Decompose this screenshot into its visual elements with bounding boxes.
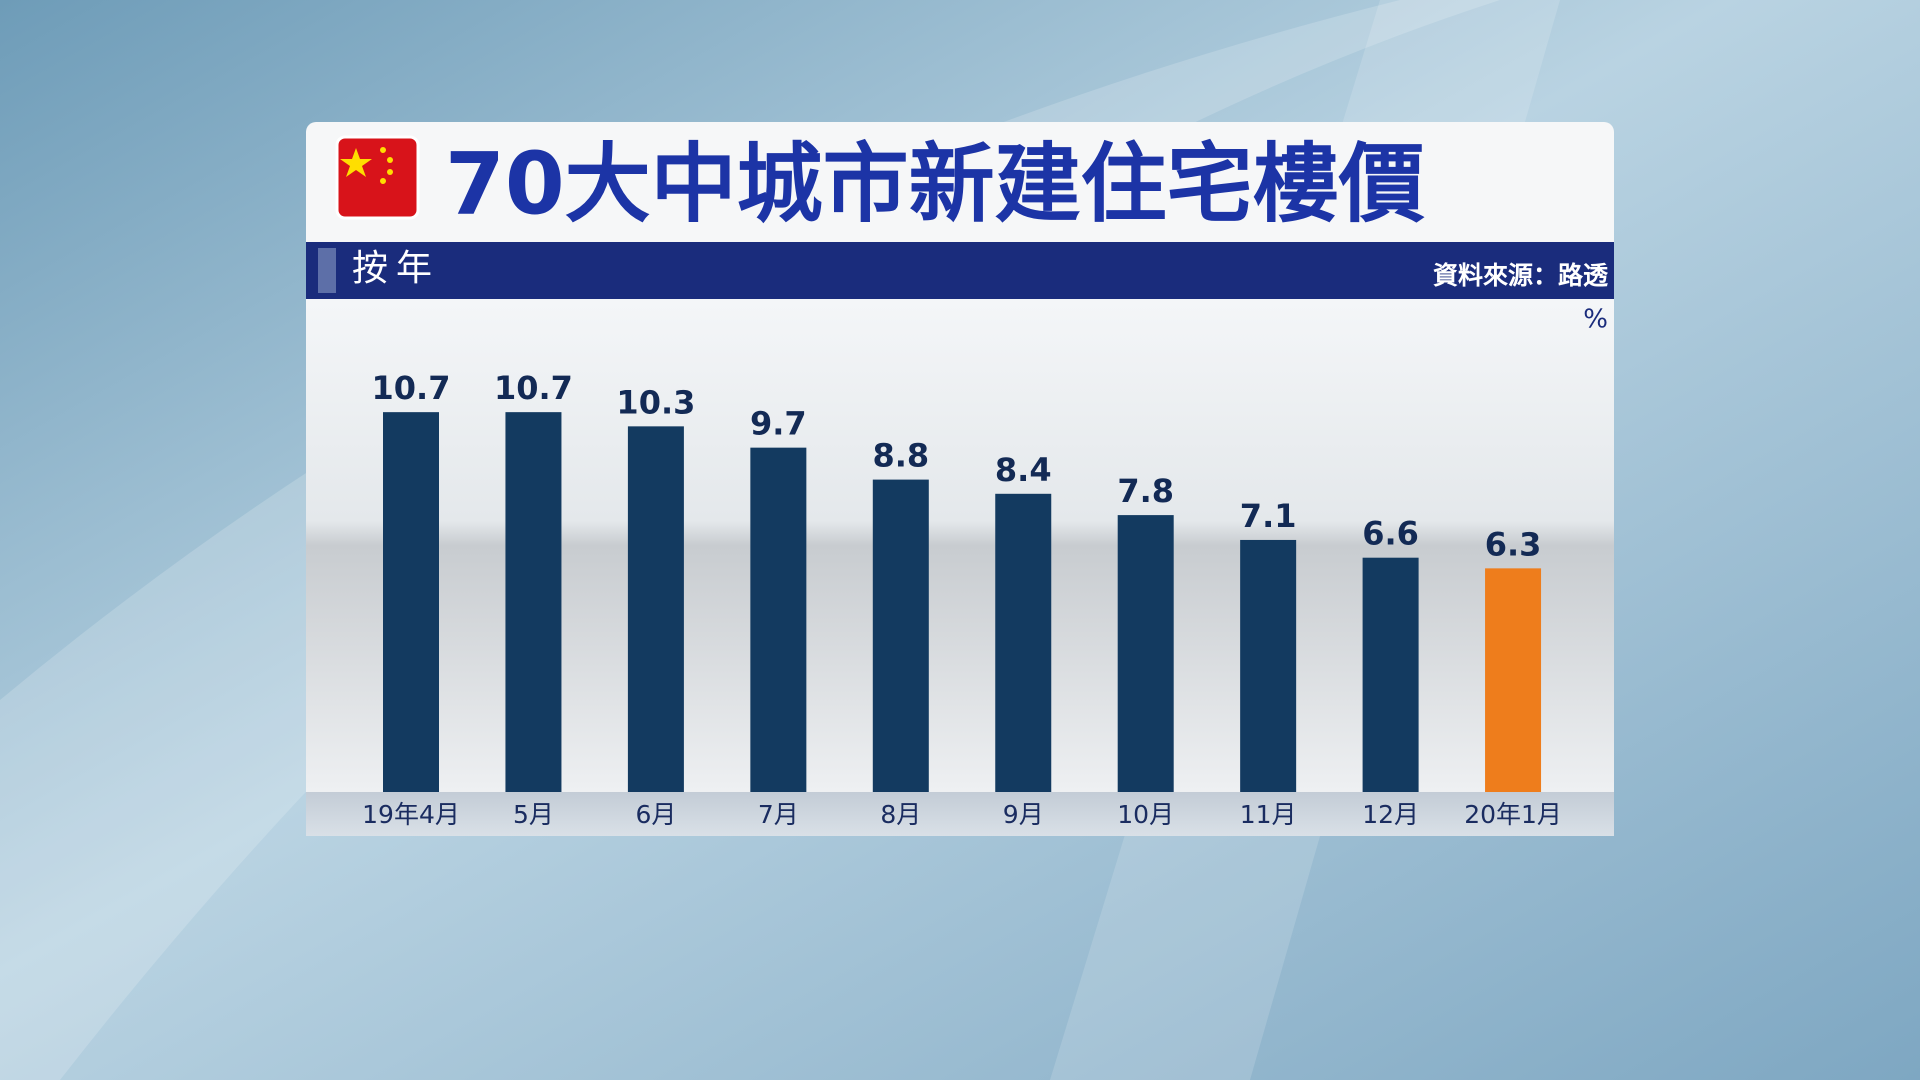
chart-title: 70大中城市新建住宅樓價 xyxy=(445,134,1425,234)
band-accent xyxy=(318,248,336,293)
value-label: 7.1 xyxy=(1240,497,1297,535)
x-tick-label: 11月 xyxy=(1240,800,1297,829)
x-tick-label: 10月 xyxy=(1117,800,1174,829)
value-label: 7.8 xyxy=(1117,472,1174,510)
x-tick-label: 6月 xyxy=(635,800,676,829)
x-tick-label: 20年1月 xyxy=(1464,800,1562,829)
china-flag xyxy=(335,135,420,220)
x-tick-label: 7月 xyxy=(758,800,799,829)
flag-star xyxy=(340,148,372,177)
bar xyxy=(627,426,684,792)
bar xyxy=(1362,557,1419,792)
bar xyxy=(383,412,439,792)
bar xyxy=(1240,539,1297,792)
source-note: 資料來源：路透 xyxy=(1433,261,1609,290)
value-label: 8.4 xyxy=(995,451,1052,489)
bar xyxy=(750,447,807,792)
bar xyxy=(872,479,929,792)
chart-subtitle: 按年 xyxy=(352,248,440,289)
category-strip xyxy=(306,792,1614,836)
flag-star-small xyxy=(380,147,386,153)
x-tick-label: 9月 xyxy=(1003,800,1044,829)
flag-star-small xyxy=(380,178,386,184)
x-tick-label: 19年4月 xyxy=(362,800,460,829)
flag-star-small xyxy=(387,169,393,175)
bar xyxy=(505,412,562,792)
value-label: 6.3 xyxy=(1485,525,1542,563)
value-label: 8.8 xyxy=(872,437,929,475)
subtitle-band xyxy=(306,242,1614,299)
bar xyxy=(995,493,1052,792)
value-label: 6.6 xyxy=(1362,515,1419,553)
value-label: 10.7 xyxy=(372,369,451,407)
unit-label: % xyxy=(1583,305,1608,335)
x-tick-label: 12月 xyxy=(1362,800,1419,829)
value-label: 10.3 xyxy=(616,383,695,421)
value-label: 9.7 xyxy=(750,405,807,443)
background-swoosh xyxy=(0,0,1500,1080)
x-tick-label: 8月 xyxy=(880,800,921,829)
value-label: 10.7 xyxy=(494,369,573,407)
flag-star-small xyxy=(387,157,393,163)
x-tick-label: 5月 xyxy=(513,800,554,829)
bar xyxy=(1117,515,1174,792)
bar xyxy=(1485,568,1542,792)
